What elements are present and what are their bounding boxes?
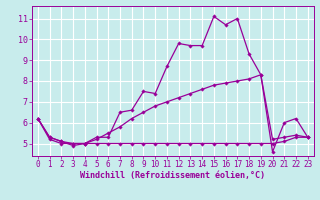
X-axis label: Windchill (Refroidissement éolien,°C): Windchill (Refroidissement éolien,°C) (80, 171, 265, 180)
